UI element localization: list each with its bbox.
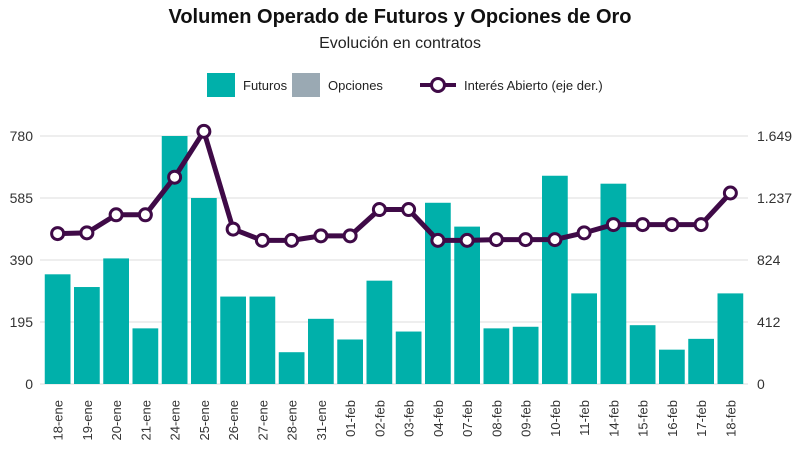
point-interes-abierto [342, 228, 358, 244]
point-interes-abierto [284, 232, 300, 248]
point-interes-abierto [225, 221, 241, 237]
y-left-tick-label: 390 [10, 252, 34, 268]
bar-futuros [512, 326, 539, 384]
point-interes-abierto [108, 207, 124, 223]
legend-item-interes-abierto: Interés Abierto (eje der.) [420, 72, 603, 98]
point-interes-abierto [693, 217, 709, 233]
legend: Futuros Opciones Interés Abierto (eje de… [0, 72, 800, 98]
bar-futuros [688, 338, 714, 384]
point-interes-abierto [401, 202, 417, 218]
point-interes-abierto [576, 225, 592, 241]
x-tick-label: 11-feb [577, 400, 592, 436]
y-left-tick-label: 585 [10, 190, 34, 206]
bar-futuros [717, 293, 744, 384]
bar-futuros [220, 296, 246, 384]
legend-line-marker [420, 73, 456, 97]
legend-label-futuros: Futuros [243, 77, 288, 93]
bar-futuros [395, 331, 422, 384]
legend-item-futuros: Futuros [207, 72, 287, 98]
legend-swatch-futuros [207, 73, 235, 97]
x-tick-label: 20-ene [109, 400, 124, 440]
x-tick-label: 02-feb [372, 400, 387, 437]
legend-label-interes-abierto: Interés Abierto (eje der.) [464, 77, 603, 93]
point-interes-abierto [196, 123, 212, 139]
y-left-tick-label: 780 [10, 128, 34, 144]
bar-futuros [542, 175, 568, 384]
point-interes-abierto [635, 217, 651, 233]
x-tick-label: 01-feb [343, 400, 358, 437]
bar-futuros [103, 258, 129, 384]
point-interes-abierto [167, 169, 183, 185]
x-tick-label: 24-ene [168, 400, 183, 440]
point-interes-abierto [488, 232, 504, 248]
bar-futuros [483, 328, 510, 384]
x-tick-label: 10-feb [548, 400, 563, 437]
legend-label-opciones: Opciones [328, 77, 383, 93]
bar-futuros [191, 198, 217, 384]
x-tick-label: 28-ene [285, 400, 300, 440]
x-tick-label: 16-feb [665, 400, 680, 437]
x-tick-label: 21-ene [138, 400, 153, 440]
y-right-tick-label: 824 [757, 252, 781, 268]
point-interes-abierto [547, 232, 563, 248]
bar-futuros [454, 226, 480, 384]
point-interes-abierto [664, 217, 680, 233]
x-tick-label: 26-ene [226, 400, 241, 440]
x-tick-label: 31-ene [314, 400, 329, 440]
x-tick-label: 03-feb [402, 400, 417, 437]
bar-futuros [629, 325, 656, 384]
bar-futuros [337, 339, 363, 384]
y-right-tick-label: 412 [757, 314, 781, 330]
legend-swatch-opciones [292, 73, 320, 97]
chart-subtitle: Evolución en contratos [319, 35, 481, 52]
point-interes-abierto [50, 226, 66, 242]
point-interes-abierto [722, 185, 738, 201]
bar-futuros [308, 318, 334, 384]
bar-futuros [600, 183, 627, 384]
bar-futuros [44, 274, 71, 384]
point-interes-abierto [459, 232, 475, 248]
legend-item-opciones: Opciones [292, 72, 383, 98]
bar-futuros [132, 328, 159, 384]
bar-futuros [249, 296, 276, 384]
x-tick-label: 15-feb [636, 400, 651, 437]
y-left-tick-label: 195 [10, 314, 34, 330]
point-interes-abierto [518, 232, 534, 248]
point-interes-abierto [79, 225, 95, 241]
y-right-tick-label: 1.649 [757, 128, 792, 144]
bar-futuros [278, 352, 305, 384]
x-tick-label: 09-feb [519, 400, 534, 437]
bar-futuros [659, 349, 685, 384]
x-tick-label: 17-feb [694, 400, 709, 437]
x-tick-label: 04-feb [431, 400, 446, 437]
line-interes-abierto [57, 128, 733, 243]
point-interes-abierto [137, 207, 153, 223]
bar-futuros [366, 280, 393, 384]
bar-futuros [74, 287, 100, 384]
point-interes-abierto [254, 232, 270, 248]
x-tick-label: 18-ene [51, 400, 66, 440]
x-tick-label: 14-feb [606, 400, 621, 437]
y-right-tick-label: 1.237 [757, 190, 792, 206]
x-tick-label: 25-ene [197, 400, 212, 440]
x-tick-label: 08-feb [489, 400, 504, 437]
y-right-tick-label: 0 [757, 376, 765, 392]
x-tick-label: 18-feb [723, 400, 738, 437]
chart-title: Volumen Operado de Futuros y Opciones de… [168, 6, 632, 28]
point-interes-abierto [313, 228, 329, 244]
x-tick-label: 27-ene [255, 400, 270, 440]
point-interes-abierto [430, 232, 446, 248]
x-tick-label: 19-ene [80, 400, 95, 440]
x-tick-label: 07-feb [460, 400, 475, 437]
point-interes-abierto [371, 202, 387, 218]
y-left-tick-label: 0 [25, 376, 33, 392]
point-interes-abierto [605, 217, 621, 233]
bar-futuros [571, 293, 597, 384]
